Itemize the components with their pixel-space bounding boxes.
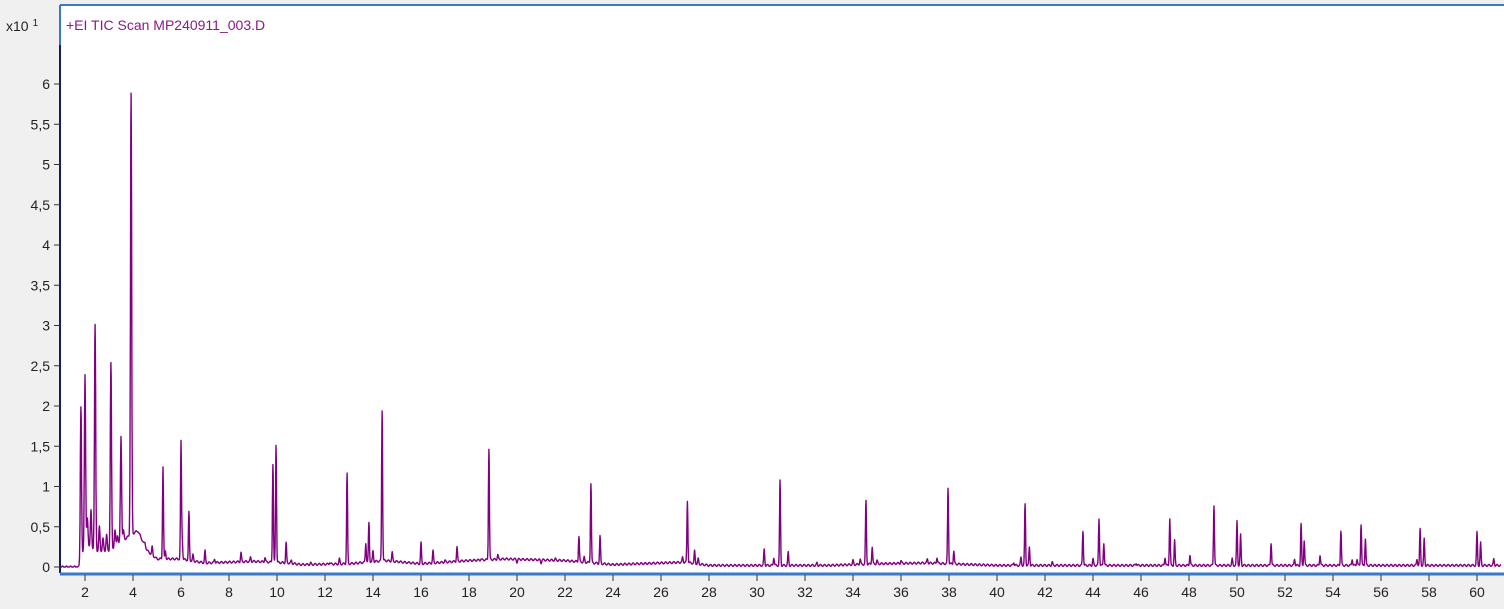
x-tick-label: 14	[365, 584, 381, 600]
y-tick-label: 0	[42, 559, 50, 575]
x-tick-label: 24	[605, 584, 621, 600]
chart-title: +EI TIC Scan MP240911_003.D	[66, 17, 265, 33]
y-tick-label: 4,5	[31, 197, 51, 213]
x-tick-label: 4	[129, 584, 137, 600]
x-tick-label: 60	[1469, 584, 1485, 600]
y-tick-label: 6	[42, 76, 50, 92]
x-tick-label: 28	[701, 584, 717, 600]
x-tick-label: 46	[1133, 584, 1149, 600]
y-ticks: 0 0,5 1 1,5 2 2,5 3 3,5 4 4,5 5 5,5 6	[31, 76, 60, 575]
x-tick-label: 30	[749, 584, 765, 600]
y-tick-label: 2	[42, 398, 50, 414]
x-tick-label: 26	[653, 584, 669, 600]
y-tick-label: 1	[42, 479, 50, 495]
plot-area[interactable]	[60, 5, 1504, 573]
x-tick-label: 16	[413, 584, 429, 600]
x-tick-label: 58	[1421, 584, 1437, 600]
y-tick-label: 5,5	[31, 116, 51, 132]
x-tick-label: 22	[557, 584, 573, 600]
x-tick-label: 52	[1277, 584, 1293, 600]
x-tick-label: 40	[989, 584, 1005, 600]
y-multiplier: x10	[6, 18, 29, 34]
x-tick-label: 20	[509, 584, 525, 600]
x-tick-label: 56	[1373, 584, 1389, 600]
y-tick-label: 1,5	[31, 438, 51, 454]
x-tick-label: 2	[81, 584, 89, 600]
y-tick-label: 3	[42, 318, 50, 334]
x-tick-label: 36	[893, 584, 909, 600]
x-tick-label: 6	[177, 584, 185, 600]
y-multiplier-label: x10 1	[6, 18, 39, 34]
y-multiplier-exponent: 1	[33, 18, 39, 29]
x-ticks: 2 4 6 8 10 12 14 16 18 20 22 24 26 28 30 32 34 36 38 40 42 44…	[81, 575, 1485, 600]
x-tick-label: 48	[1181, 584, 1197, 600]
x-tick-label: 50	[1229, 584, 1245, 600]
x-tick-label: 34	[845, 584, 861, 600]
y-tick-label: 4	[42, 237, 50, 253]
y-tick-label: 0,5	[31, 519, 51, 535]
x-tick-label: 12	[317, 584, 333, 600]
x-tick-label: 54	[1325, 584, 1341, 600]
x-tick-label: 44	[1085, 584, 1101, 600]
y-tick-label: 5	[42, 157, 50, 173]
x-tick-label: 38	[941, 584, 957, 600]
x-tick-label: 18	[461, 584, 477, 600]
y-tick-label: 3,5	[31, 277, 51, 293]
x-tick-label: 10	[269, 584, 285, 600]
x-tick-label: 32	[797, 584, 813, 600]
y-tick-label: 2,5	[31, 358, 51, 374]
x-tick-label: 8	[225, 584, 233, 600]
x-tick-label: 42	[1037, 584, 1053, 600]
tic-trace	[60, 92, 1502, 568]
